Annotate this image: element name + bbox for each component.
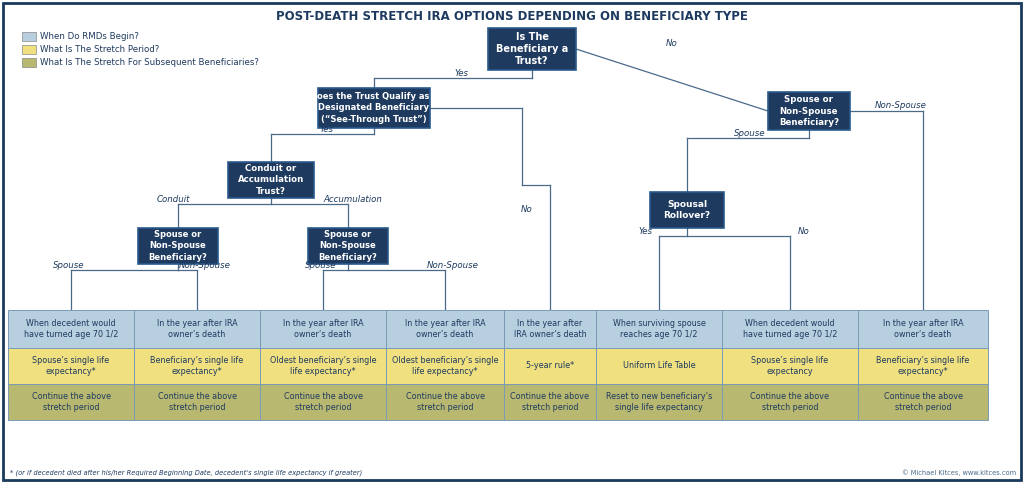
Text: When surviving spouse
reaches age 70 1/2: When surviving spouse reaches age 70 1/2 <box>612 319 706 339</box>
Text: * (or if decedent died after his/her Required Beginning Date, decedent's single : * (or if decedent died after his/her Req… <box>10 469 362 476</box>
Text: What Is The Stretch Period?: What Is The Stretch Period? <box>40 45 160 54</box>
FancyBboxPatch shape <box>650 192 724 228</box>
FancyBboxPatch shape <box>488 28 575 70</box>
FancyBboxPatch shape <box>228 162 314 198</box>
Text: Spouse or
Non-Spouse
Beneficiary?: Spouse or Non-Spouse Beneficiary? <box>779 96 839 127</box>
Text: Spouse: Spouse <box>305 260 337 270</box>
FancyBboxPatch shape <box>260 384 386 420</box>
FancyBboxPatch shape <box>858 384 988 420</box>
Text: Reset to new beneficiary’s
single life expectancy: Reset to new beneficiary’s single life e… <box>606 392 712 412</box>
Text: Non-Spouse: Non-Spouse <box>179 260 231 270</box>
FancyBboxPatch shape <box>134 348 260 384</box>
Text: Non-Spouse: Non-Spouse <box>876 100 927 110</box>
FancyBboxPatch shape <box>596 310 722 348</box>
Text: Beneficiary’s single life
expectancy*: Beneficiary’s single life expectancy* <box>877 356 970 376</box>
Text: 5-year rule*: 5-year rule* <box>526 361 574 370</box>
Text: Spouse: Spouse <box>734 128 766 138</box>
FancyBboxPatch shape <box>504 384 596 420</box>
FancyBboxPatch shape <box>138 228 218 264</box>
Text: Beneficiary’s single life
expectancy*: Beneficiary’s single life expectancy* <box>151 356 244 376</box>
Text: No: No <box>521 205 532 214</box>
Text: Continue the above
stretch period: Continue the above stretch period <box>284 392 362 412</box>
Text: Continue the above
stretch period: Continue the above stretch period <box>158 392 237 412</box>
Text: Yes: Yes <box>319 126 334 134</box>
FancyBboxPatch shape <box>318 88 430 128</box>
FancyBboxPatch shape <box>260 348 386 384</box>
Text: Accumulation: Accumulation <box>324 196 382 204</box>
FancyBboxPatch shape <box>308 228 388 264</box>
Text: Spouse or
Non-Spouse
Beneficiary?: Spouse or Non-Spouse Beneficiary? <box>318 230 378 262</box>
Text: Conduit or
Accumulation
Trust?: Conduit or Accumulation Trust? <box>238 164 304 196</box>
Text: POST-DEATH STRETCH IRA OPTIONS DEPENDING ON BENEFICIARY TYPE: POST-DEATH STRETCH IRA OPTIONS DEPENDING… <box>276 10 748 23</box>
FancyBboxPatch shape <box>858 348 988 384</box>
FancyBboxPatch shape <box>722 310 858 348</box>
Text: When decedent would
have turned age 70 1/2: When decedent would have turned age 70 1… <box>742 319 838 339</box>
FancyBboxPatch shape <box>134 310 260 348</box>
Text: Spouse’s single life
expectancy: Spouse’s single life expectancy <box>752 356 828 376</box>
Text: Spouse’s single life
expectancy*: Spouse’s single life expectancy* <box>33 356 110 376</box>
Text: Spouse or
Non-Spouse
Beneficiary?: Spouse or Non-Spouse Beneficiary? <box>148 230 208 262</box>
Text: Non-Spouse: Non-Spouse <box>427 260 479 270</box>
Text: Continue the above
stretch period: Continue the above stretch period <box>32 392 111 412</box>
Text: In the year after IRA
owner’s death: In the year after IRA owner’s death <box>883 319 964 339</box>
FancyBboxPatch shape <box>22 32 36 41</box>
FancyBboxPatch shape <box>8 384 134 420</box>
FancyBboxPatch shape <box>858 310 988 348</box>
FancyBboxPatch shape <box>386 384 504 420</box>
Text: Uniform Life Table: Uniform Life Table <box>623 361 695 370</box>
FancyBboxPatch shape <box>134 384 260 420</box>
Text: In the year after IRA
owner’s death: In the year after IRA owner’s death <box>283 319 364 339</box>
Text: © Michael Kitces, www.kitces.com: © Michael Kitces, www.kitces.com <box>902 469 1016 476</box>
FancyBboxPatch shape <box>504 348 596 384</box>
FancyBboxPatch shape <box>8 348 134 384</box>
Text: Oldest beneficiary’s single
life expectancy*: Oldest beneficiary’s single life expecta… <box>392 356 499 376</box>
FancyBboxPatch shape <box>722 384 858 420</box>
Text: Continue the above
stretch period: Continue the above stretch period <box>406 392 484 412</box>
FancyBboxPatch shape <box>596 384 722 420</box>
FancyBboxPatch shape <box>22 45 36 54</box>
Text: Spouse: Spouse <box>53 260 85 270</box>
Text: When decedent would
have turned age 70 1/2: When decedent would have turned age 70 1… <box>24 319 118 339</box>
FancyBboxPatch shape <box>768 92 850 130</box>
Text: In the year after IRA
owner’s death: In the year after IRA owner’s death <box>157 319 238 339</box>
FancyBboxPatch shape <box>8 310 134 348</box>
Text: Yes: Yes <box>454 70 468 79</box>
Text: Continue the above
stretch period: Continue the above stretch period <box>884 392 963 412</box>
Text: In the year after IRA
owner’s death: In the year after IRA owner’s death <box>404 319 485 339</box>
Text: Does the Trust Qualify as a
Designated Beneficiary
(“See-Through Trust”): Does the Trust Qualify as a Designated B… <box>310 92 438 124</box>
Text: Conduit: Conduit <box>157 196 189 204</box>
Text: No: No <box>667 40 678 48</box>
FancyBboxPatch shape <box>722 348 858 384</box>
Text: Spousal
Rollover?: Spousal Rollover? <box>664 200 711 220</box>
Text: Continue the above
stretch period: Continue the above stretch period <box>511 392 590 412</box>
FancyBboxPatch shape <box>260 310 386 348</box>
Text: In the year after
IRA owner’s death: In the year after IRA owner’s death <box>514 319 587 339</box>
FancyBboxPatch shape <box>22 58 36 67</box>
FancyBboxPatch shape <box>596 348 722 384</box>
Text: Oldest beneficiary’s single
life expectancy*: Oldest beneficiary’s single life expecta… <box>269 356 376 376</box>
Text: What Is The Stretch For Subsequent Beneficiaries?: What Is The Stretch For Subsequent Benef… <box>40 58 259 67</box>
FancyBboxPatch shape <box>386 348 504 384</box>
Text: Yes: Yes <box>638 227 652 236</box>
Text: Continue the above
stretch period: Continue the above stretch period <box>751 392 829 412</box>
FancyBboxPatch shape <box>504 310 596 348</box>
FancyBboxPatch shape <box>386 310 504 348</box>
Text: When Do RMDs Begin?: When Do RMDs Begin? <box>40 32 139 41</box>
Text: Is The
Beneficiary a
Trust?: Is The Beneficiary a Trust? <box>496 31 568 66</box>
Text: No: No <box>798 227 810 236</box>
